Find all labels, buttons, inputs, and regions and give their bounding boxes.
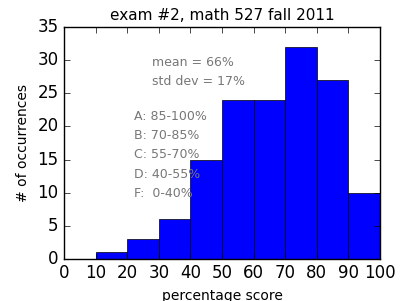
Bar [190, 160, 222, 259]
Bar [348, 193, 380, 259]
Bar [317, 80, 348, 259]
Bar [96, 252, 127, 259]
Text: mean = 66%: mean = 66% [152, 57, 234, 70]
Text: D: 40-55%: D: 40-55% [134, 168, 200, 181]
Text: std dev = 17%: std dev = 17% [152, 75, 246, 88]
Bar [127, 239, 159, 259]
Bar [254, 100, 285, 259]
X-axis label: percentage score: percentage score [162, 289, 282, 301]
Text: B: 70-85%: B: 70-85% [134, 129, 199, 142]
Text: A: 85-100%: A: 85-100% [134, 110, 206, 123]
Bar [222, 100, 254, 259]
Text: C: 55-70%: C: 55-70% [134, 148, 199, 161]
Title: exam #2, math 527 fall 2011: exam #2, math 527 fall 2011 [110, 8, 334, 23]
Y-axis label: # of occurrences: # of occurrences [16, 84, 30, 202]
Bar [285, 47, 317, 259]
Bar [159, 219, 190, 259]
Text: F:  0-40%: F: 0-40% [134, 187, 192, 200]
